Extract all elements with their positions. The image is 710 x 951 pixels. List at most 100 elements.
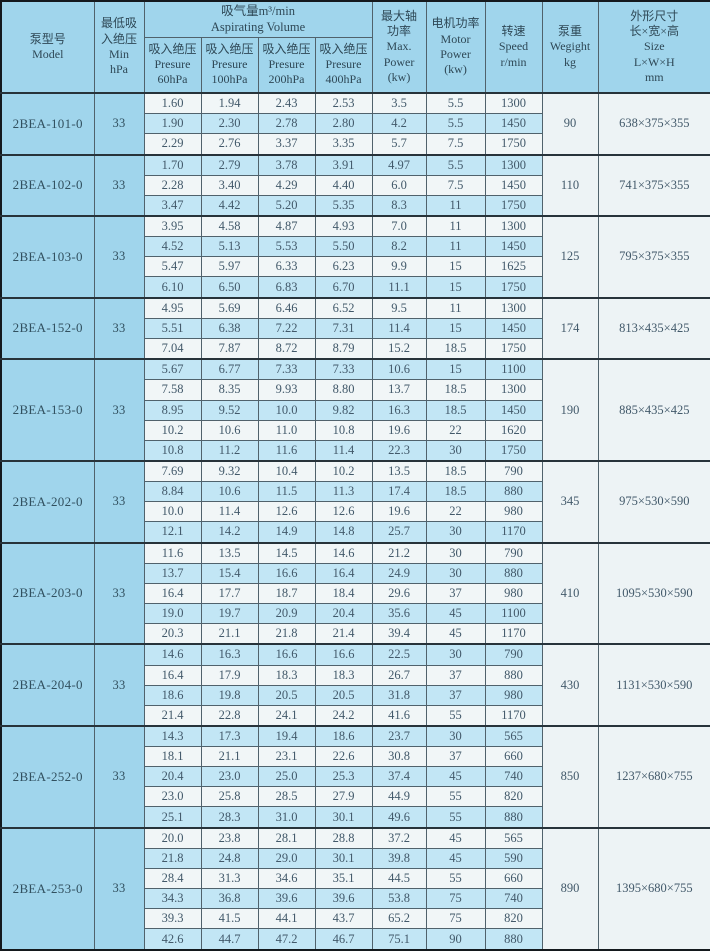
volume-400hpa-cell: 16.6 [314,643,373,666]
speed-cell: 790 [484,459,543,483]
size-cell: 795×375×355 [597,215,710,299]
volume-400hpa-cell: 2.80 [314,113,373,135]
model-cell: 2BEA-253-0 [0,826,95,951]
volume-400hpa-cell: 35.1 [314,867,373,890]
motor-power-cell: 30 [425,562,486,584]
volume-200hpa-cell: 7.33 [257,358,316,381]
volume-60hpa-cell: 39.3 [143,908,202,930]
volume-200hpa-cell: 16.6 [257,643,316,666]
model-cell: 2BEA-252-0 [0,724,95,829]
spec-row: 2.28 3.40 4.29 4.40 6.0 7.5 1450 [1,174,710,196]
motor-power-cell: 30 [425,439,486,462]
volume-100hpa-cell: 41.5 [200,908,259,930]
volume-60hpa-cell: 11.6 [143,541,202,564]
volume-100hpa-cell: 9.52 [200,399,259,421]
max-power-cell: 44.5 [371,867,427,890]
spec-row: 1.90 2.30 2.78 2.80 4.2 5.5 1450 [1,113,710,135]
volume-400hpa-cell: 8.80 [314,379,373,401]
spec-row: 16.4 17.7 18.7 18.4 29.6 37 980 [1,582,710,604]
motor-power-cell: 45 [425,766,486,788]
min-pressure-cell: 33 [93,358,145,462]
volume-200hpa-cell: 34.6 [257,867,316,890]
weight-cell: 410 [541,541,599,645]
speed-cell: 790 [484,643,543,666]
speed-cell: 1300 [484,215,543,238]
volume-200hpa-cell: 7.22 [257,317,316,340]
speed-cell: 1170 [484,623,543,645]
spec-row: 2BEA-252-0 33 14.3 17.3 19.4 18.6 23.7 30 565 850… [0,724,710,829]
volume-200hpa-cell: 39.6 [257,888,316,910]
speed-cell: 1170 [484,521,543,544]
volume-400hpa-cell: 20.4 [314,602,373,625]
max-power-cell: 15.2 [371,338,427,360]
volume-60hpa-cell: 34.3 [143,888,202,910]
speed-cell: 590 [484,847,543,869]
volume-100hpa-cell: 5.69 [200,296,259,319]
speed-cell: 1750 [484,133,543,156]
volume-60hpa-cell: 5.51 [143,317,202,340]
volume-100hpa-cell: 3.40 [200,174,259,196]
motor-power-cell: 18.5 [425,481,486,503]
spec-row: 12.1 14.2 14.9 14.8 25.7 30 1170 [1,521,710,544]
volume-60hpa-cell: 5.67 [143,358,202,381]
motor-power-cell: 22 [425,419,486,441]
spec-row: 4.52 5.13 5.53 5.50 8.2 11 1450 [1,236,710,258]
motor-power-cell: 45 [425,602,486,625]
max-power-cell: 19.6 [371,419,427,441]
volume-400hpa-cell: 43.7 [314,908,373,930]
max-power-cell: 16.3 [371,399,427,421]
speed-cell: 1450 [484,174,543,196]
speed-cell: 1750 [484,276,543,299]
motor-power-cell: 37 [425,746,486,768]
volume-60hpa-cell: 7.58 [143,379,202,401]
volume-60hpa-cell: 16.4 [143,664,202,686]
spec-row: 20.4 23.0 25.0 25.3 37.4 45 740 [1,766,710,788]
volume-400hpa-cell: 7.33 [314,358,373,381]
volume-400hpa-cell: 4.40 [314,174,373,196]
motor-power-cell: 11 [425,236,486,258]
max-power-cell: 22.5 [371,643,427,666]
volume-200hpa-cell: 3.37 [257,133,316,156]
volume-200hpa-cell: 11.0 [257,419,316,441]
motor-power-cell: 5.5 [425,153,486,176]
max-power-cell: 19.6 [371,501,427,523]
volume-400hpa-cell: 4.93 [314,215,373,238]
table-header: 泵型号 Model 最低吸 入绝压 Min hPa 吸气量m³/min Aspi… [0,0,710,94]
spec-row: 39.3 41.5 44.1 43.7 65.2 75 820 [1,908,710,930]
spec-row: 28.4 31.3 34.6 35.1 44.5 55 660 [1,867,710,890]
speed-cell: 980 [484,582,543,604]
motor-power-cell: 90 [425,928,486,951]
motor-power-cell: 37 [425,684,486,706]
speed-cell: 1300 [484,379,543,401]
spec-row: 5.47 5.97 6.33 6.23 9.9 15 1625 [1,256,710,278]
speed-cell: 660 [484,746,543,768]
volume-400hpa-cell: 39.6 [314,888,373,910]
volume-200hpa-cell: 2.78 [257,113,316,135]
speed-cell: 880 [484,481,543,503]
volume-100hpa-cell: 19.7 [200,602,259,625]
header-weight: 泵重 Wegight kg [541,0,599,94]
volume-400hpa-cell: 14.6 [314,541,373,564]
volume-200hpa-cell: 12.6 [257,501,316,523]
volume-60hpa-cell: 14.3 [143,724,202,748]
volume-60hpa-cell: 1.70 [143,153,202,176]
volume-200hpa-cell: 4.29 [257,174,316,196]
motor-power-cell: 18.5 [425,379,486,401]
motor-power-cell: 11 [425,215,486,238]
volume-400hpa-cell: 12.6 [314,501,373,523]
volume-200hpa-cell: 4.87 [257,215,316,238]
max-power-cell: 9.5 [371,296,427,319]
volume-60hpa-cell: 18.6 [143,684,202,706]
weight-cell: 190 [541,358,599,462]
max-power-cell: 17.4 [371,481,427,503]
volume-100hpa-cell: 6.77 [200,358,259,381]
spec-row: 8.95 9.52 10.0 9.82 16.3 18.5 1450 [1,399,710,421]
volume-200hpa-cell: 9.93 [257,379,316,401]
volume-400hpa-cell: 6.52 [314,296,373,319]
max-power-cell: 39.8 [371,847,427,869]
volume-400hpa-cell: 3.91 [314,153,373,176]
motor-power-cell: 37 [425,582,486,604]
volume-200hpa-cell: 2.43 [257,92,316,115]
header-min-pressure: 最低吸 入绝压 Min hPa [93,0,145,94]
header-pressure-100hpa: 吸入绝压 Presure 100hPa [200,36,259,94]
